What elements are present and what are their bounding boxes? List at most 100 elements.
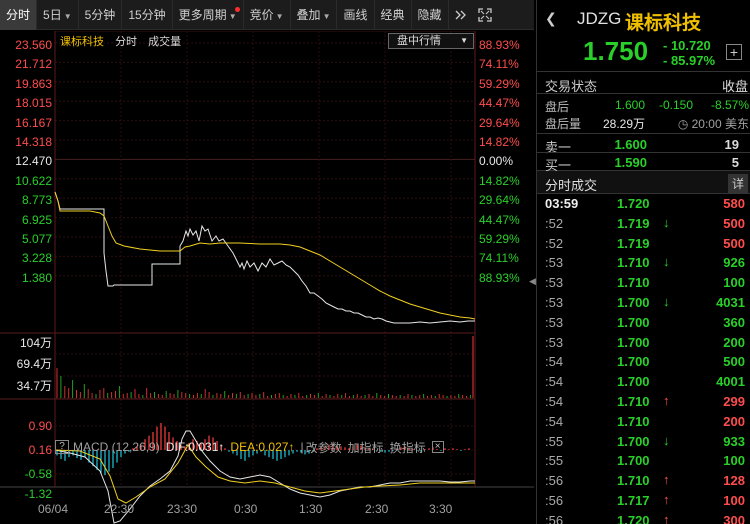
- arrow-down-icon: ↓: [663, 254, 670, 270]
- after-volume-value: 28.29万: [602, 117, 645, 131]
- avg-price-line: [54, 191, 476, 320]
- ask-1-row[interactable]: 卖一 1.600 19: [537, 135, 750, 155]
- period-button[interactable]: 5分钟: [79, 0, 123, 30]
- pct-axis-label: 74.11%: [479, 57, 519, 72]
- more-arrows-icon[interactable]: [449, 0, 473, 30]
- quote-header: ❮ JDZG 课标科技 1.750 - 10.720 - 85.97% +: [537, 0, 750, 72]
- tick-row: :56 1.720 ↑ 300: [537, 511, 750, 524]
- add-indicator-button[interactable]: 加指标: [347, 440, 384, 455]
- tick-price: 1.710: [617, 275, 650, 291]
- tick-row: :56 1.710 ↑ 128: [537, 471, 750, 491]
- pct-axis-label: 88.93%: [479, 38, 520, 52]
- period-button[interactable]: 更多周期 ▼: [173, 0, 244, 30]
- period-button[interactable]: 经典: [375, 0, 412, 30]
- pct-axis-label: 0.00%: [479, 154, 514, 169]
- add-watchlist-icon[interactable]: +: [726, 44, 742, 60]
- period-button[interactable]: 分时: [0, 0, 38, 30]
- time-axis-label: 1:30: [299, 502, 323, 516]
- tick-volume: 926: [723, 255, 745, 271]
- arrow-down-icon: ↓: [663, 293, 670, 309]
- after-hours-label: 盘后: [545, 100, 570, 114]
- time-axis-label: 2:30: [365, 502, 389, 516]
- fullscreen-icon[interactable]: [473, 0, 497, 30]
- period-button[interactable]: 竞价 ▼: [244, 0, 291, 30]
- tick-volume: 580: [723, 196, 745, 211]
- price-axis-label: 18.015: [15, 96, 52, 111]
- tick-row: 03:59 1.720 580: [537, 194, 750, 214]
- tick-row: :53 1.710 ↓ 926: [537, 253, 750, 273]
- tick-time: :52: [545, 235, 564, 251]
- tick-price: 1.717: [617, 492, 650, 508]
- tick-time: :54: [545, 413, 564, 429]
- tick-time: :53: [545, 314, 564, 330]
- tick-volume: 200: [723, 413, 745, 429]
- bid-1-row[interactable]: 买一 1.590 5: [537, 152, 750, 173]
- session-select[interactable]: 盘中行情 ▼: [388, 33, 474, 49]
- tick-time: 03:59: [545, 196, 579, 211]
- chart-svg[interactable]: [0, 31, 534, 524]
- chart-panel: 课标科技 分时 成交量 盘中行情 ▼ 23.560 21.712 19.863 18.…: [0, 31, 534, 524]
- time-axis-label: 0:30: [234, 502, 258, 516]
- chart-frame: [54, 31, 476, 488]
- chevron-down-icon: ▼: [63, 11, 72, 21]
- period-button[interactable]: 隐藏: [412, 0, 449, 30]
- tick-volume: 100: [723, 492, 745, 508]
- tick-row: :53 1.700 200: [537, 333, 750, 353]
- panel-collapse-handle[interactable]: ◀: [529, 276, 536, 286]
- trade-status-row: 交易状态 收盘: [537, 72, 750, 94]
- ask-1-label: 卖一: [545, 140, 572, 155]
- change-params-button[interactable]: 改参数: [305, 440, 342, 455]
- arrow-down-icon: ↓: [663, 214, 670, 230]
- tick-price: 1.719: [617, 235, 650, 251]
- help-icon[interactable]: ?: [55, 440, 69, 454]
- period-button-label: 叠加: [296, 7, 321, 22]
- period-button-label: 5分钟: [84, 7, 116, 22]
- price-axis-label: 5.077: [21, 232, 52, 246]
- tick-time: :56: [545, 492, 564, 508]
- session-select-value: 盘中行情: [397, 35, 441, 47]
- tick-time: :54: [545, 354, 564, 370]
- after-hours-volume-row: 盘后量 28.29万 ◷ 20:00 美东: [537, 113, 750, 131]
- ticks-list[interactable]: 03:59 1.720 580:52 1.719 ↓ 500:52 1.719 500:53 1…: [537, 194, 750, 524]
- period-button[interactable]: 15分钟: [122, 0, 173, 30]
- period-button[interactable]: 5日 ▼: [37, 0, 79, 30]
- tick-price: 1.700: [617, 294, 650, 310]
- tick-row: :55 1.700 100: [537, 451, 750, 471]
- tick-time: :52: [545, 215, 564, 231]
- price-axis-label: 6.925: [21, 212, 52, 227]
- arrow-down-icon: ↓: [663, 432, 670, 448]
- pct-axis-label: 14.82%: [479, 173, 520, 188]
- tick-row: :56 1.717 ↑ 100: [537, 491, 750, 511]
- time-axis-label: 3:30: [429, 502, 453, 516]
- tick-price: 1.720: [617, 512, 650, 524]
- price-axis-label: 3.228: [21, 251, 52, 266]
- period-button[interactable]: 叠加 ▼: [291, 0, 338, 30]
- time-axis-label: 06/04: [38, 502, 69, 516]
- tick-price: 1.700: [617, 453, 650, 469]
- pct-axis-label: 29.64%: [479, 115, 520, 130]
- tick-volume: 299: [723, 393, 745, 409]
- swap-indicator-button[interactable]: 换指标: [389, 440, 426, 455]
- tick-price: 1.710: [617, 413, 650, 429]
- time-axis-label: 22:30: [104, 502, 135, 516]
- ticks-detail-button[interactable]: 详: [727, 174, 748, 193]
- period-button-label: 更多周期: [178, 7, 227, 22]
- macd-title: MACD (12,26,9): [73, 440, 160, 454]
- close-icon[interactable]: ×: [431, 441, 444, 453]
- legend-fenshi: 分时: [115, 36, 138, 48]
- tick-time: :53: [545, 294, 564, 310]
- price-axis-label: 12.470: [15, 154, 52, 169]
- tick-row: :54 1.710 ↑ 299: [537, 392, 750, 412]
- notification-dot-icon: [234, 6, 240, 12]
- tick-time: :55: [545, 453, 564, 469]
- arrow-up-icon: ↑: [663, 472, 670, 488]
- macd-axis-label: 0.16: [28, 443, 52, 457]
- period-button[interactable]: 画线: [337, 0, 375, 30]
- quote-panel: ❮ JDZG 课标科技 1.750 - 10.720 - 85.97% + 交易…: [536, 0, 750, 524]
- price-axis-label: 1.380: [21, 270, 52, 285]
- tick-volume: 200: [723, 334, 745, 350]
- tick-price: 1.720: [617, 196, 650, 211]
- tick-row: :53 1.710 100: [537, 273, 750, 293]
- arrow-up-icon: ↑: [663, 392, 670, 408]
- back-arrow-icon[interactable]: ❮: [545, 10, 557, 26]
